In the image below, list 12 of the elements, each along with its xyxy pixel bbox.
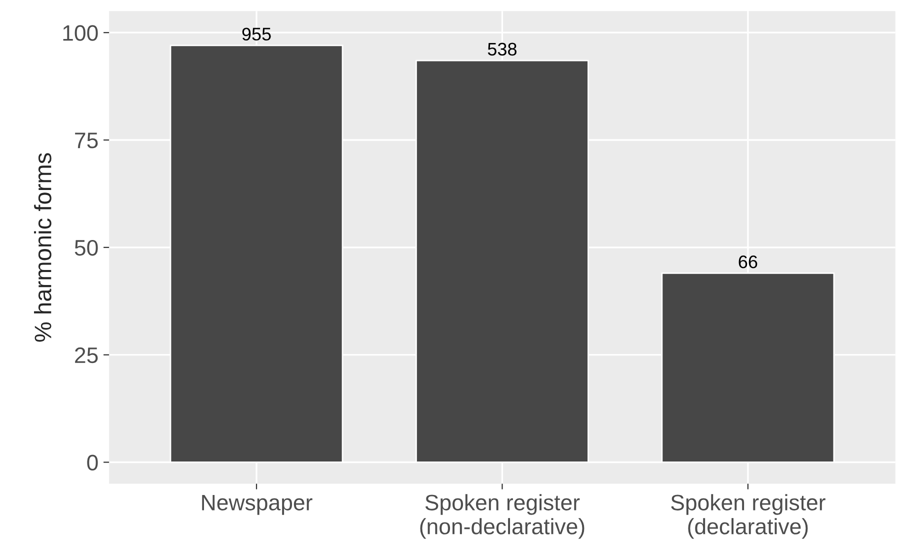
y-axis-title: % harmonic forms bbox=[34, 153, 52, 342]
y-tick-label: 0 bbox=[87, 454, 98, 471]
y-tick-label: 100 bbox=[63, 25, 98, 41]
annotation: 538 bbox=[488, 42, 516, 56]
annotation: 66 bbox=[738, 255, 758, 268]
y-tick-label: 50 bbox=[74, 240, 98, 256]
annotation: 955 bbox=[242, 28, 271, 41]
x-tick-label: Newspaper bbox=[202, 494, 312, 515]
x-tick-label: Spoken register (non-declarative) bbox=[420, 494, 584, 539]
y-tick-label: 25 bbox=[75, 347, 98, 364]
y-tick-label: 75 bbox=[75, 132, 98, 148]
x-tick-label: Spoken register (declarative) bbox=[671, 494, 826, 539]
